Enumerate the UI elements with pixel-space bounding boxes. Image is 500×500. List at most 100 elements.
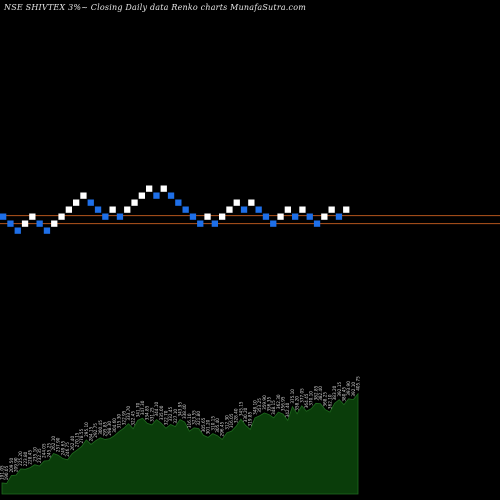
- price-label: 353.25: [257, 398, 262, 413]
- down-brick: [255, 206, 262, 213]
- price-label: 232.35: [37, 448, 42, 463]
- up-brick: [204, 213, 211, 220]
- price-label: 382.40: [318, 386, 323, 401]
- down-brick: [240, 206, 248, 213]
- up-brick: [160, 185, 167, 192]
- down-brick: [0, 213, 7, 220]
- up-brick: [109, 206, 116, 213]
- price-label: 235.10: [32, 447, 37, 462]
- price-label: 347.30: [140, 400, 145, 415]
- price-label: 356.35: [267, 397, 272, 412]
- up-brick: [58, 213, 65, 220]
- price-label: 392.15: [337, 382, 342, 397]
- up-brick: [299, 206, 306, 213]
- price-label: 392.10: [351, 382, 356, 397]
- up-brick: [219, 213, 226, 220]
- down-brick: [182, 206, 189, 213]
- price-label: 393.90: [346, 381, 351, 396]
- price-label: 328.40: [234, 408, 239, 423]
- price-label: 257.90: [56, 437, 61, 452]
- down-brick: [36, 220, 43, 227]
- price-label: 321.80: [196, 411, 201, 426]
- price-label: 298.30: [107, 421, 112, 436]
- price-label: 322.95: [121, 410, 126, 425]
- price-label: 344.10: [154, 402, 159, 417]
- price-label: 262.10: [51, 436, 56, 451]
- down-brick: [189, 213, 197, 220]
- up-brick: [80, 192, 87, 199]
- price-label: 270.15: [74, 432, 79, 447]
- price-label: 316.10: [187, 413, 192, 428]
- down-brick: [87, 199, 94, 206]
- price-label: 223.80: [23, 451, 28, 466]
- price-label: 278.55: [79, 429, 84, 444]
- down-brick: [102, 213, 109, 220]
- up-brick: [321, 213, 328, 220]
- up-brick: [328, 206, 335, 213]
- down-brick: [313, 220, 321, 227]
- price-area: [1, 392, 359, 495]
- down-brick: [197, 220, 204, 227]
- price-label: 362.30: [276, 394, 281, 409]
- reference-lines: [0, 215, 500, 225]
- down-brick: [335, 213, 343, 220]
- price-label: 335.00: [159, 405, 164, 420]
- up-brick: [226, 206, 233, 213]
- price-label: 348.10: [252, 400, 257, 415]
- price-label: 209.50: [9, 458, 14, 473]
- up-brick: [277, 213, 284, 220]
- price-label: 300.45: [98, 420, 103, 435]
- up-brick: [51, 220, 58, 227]
- price-label: 292.75: [93, 423, 98, 438]
- price-label: 295.10: [84, 422, 89, 437]
- up-brick: [284, 206, 291, 213]
- price-label: 315.30: [117, 414, 122, 429]
- price-label: 312.30: [224, 415, 229, 430]
- price-label: 343.95: [178, 402, 183, 417]
- price-label: 382.85: [313, 385, 318, 400]
- price-label: 383.20: [332, 385, 337, 400]
- price-label: 262.40: [70, 436, 75, 451]
- down-brick: [270, 220, 277, 227]
- price-label: 330.20: [243, 407, 248, 422]
- down-brick: [153, 192, 160, 199]
- price-label: 377.05: [299, 388, 304, 403]
- price-label: 362.10: [327, 394, 332, 409]
- price-label: 405.75: [356, 376, 361, 391]
- price-label: 342.40: [285, 402, 290, 417]
- price-label: 191.05: [0, 465, 5, 480]
- down-brick: [116, 213, 124, 220]
- down-brick: [292, 213, 299, 220]
- price-label: 348.15: [271, 400, 276, 415]
- price-label: 249.65: [60, 441, 65, 456]
- up-brick: [248, 199, 255, 206]
- down-brick: [43, 227, 51, 234]
- price-label: 380.45: [341, 387, 346, 402]
- down-brick: [167, 192, 175, 199]
- price-label: 316.05: [229, 413, 234, 428]
- price-label: 359.90: [262, 395, 267, 410]
- price-label: 295.85: [103, 421, 108, 436]
- up-brick: [343, 206, 350, 213]
- down-brick: [175, 199, 182, 206]
- down-brick: [14, 227, 21, 234]
- price-label: 209.90: [14, 457, 19, 472]
- up-brick: [124, 206, 131, 213]
- price-label: 305.40: [215, 418, 220, 433]
- price-label: 296.45: [220, 421, 225, 436]
- price-label: 327.10: [173, 409, 178, 424]
- price-label: 322.70: [163, 410, 168, 425]
- price-label: 332.45: [168, 407, 173, 422]
- up-brick: [138, 192, 145, 199]
- price-label: 323.55: [192, 410, 197, 425]
- down-brick: [211, 220, 218, 227]
- price-label: 225.20: [18, 451, 23, 466]
- price-label: 334.85: [145, 405, 150, 420]
- up-brick: [73, 199, 80, 206]
- price-label: 245.25: [46, 443, 51, 458]
- price-area-layer: [1, 392, 359, 495]
- down-brick: [262, 213, 270, 220]
- price-label: 341.70: [135, 402, 140, 417]
- price-label: 190.05: [4, 465, 9, 480]
